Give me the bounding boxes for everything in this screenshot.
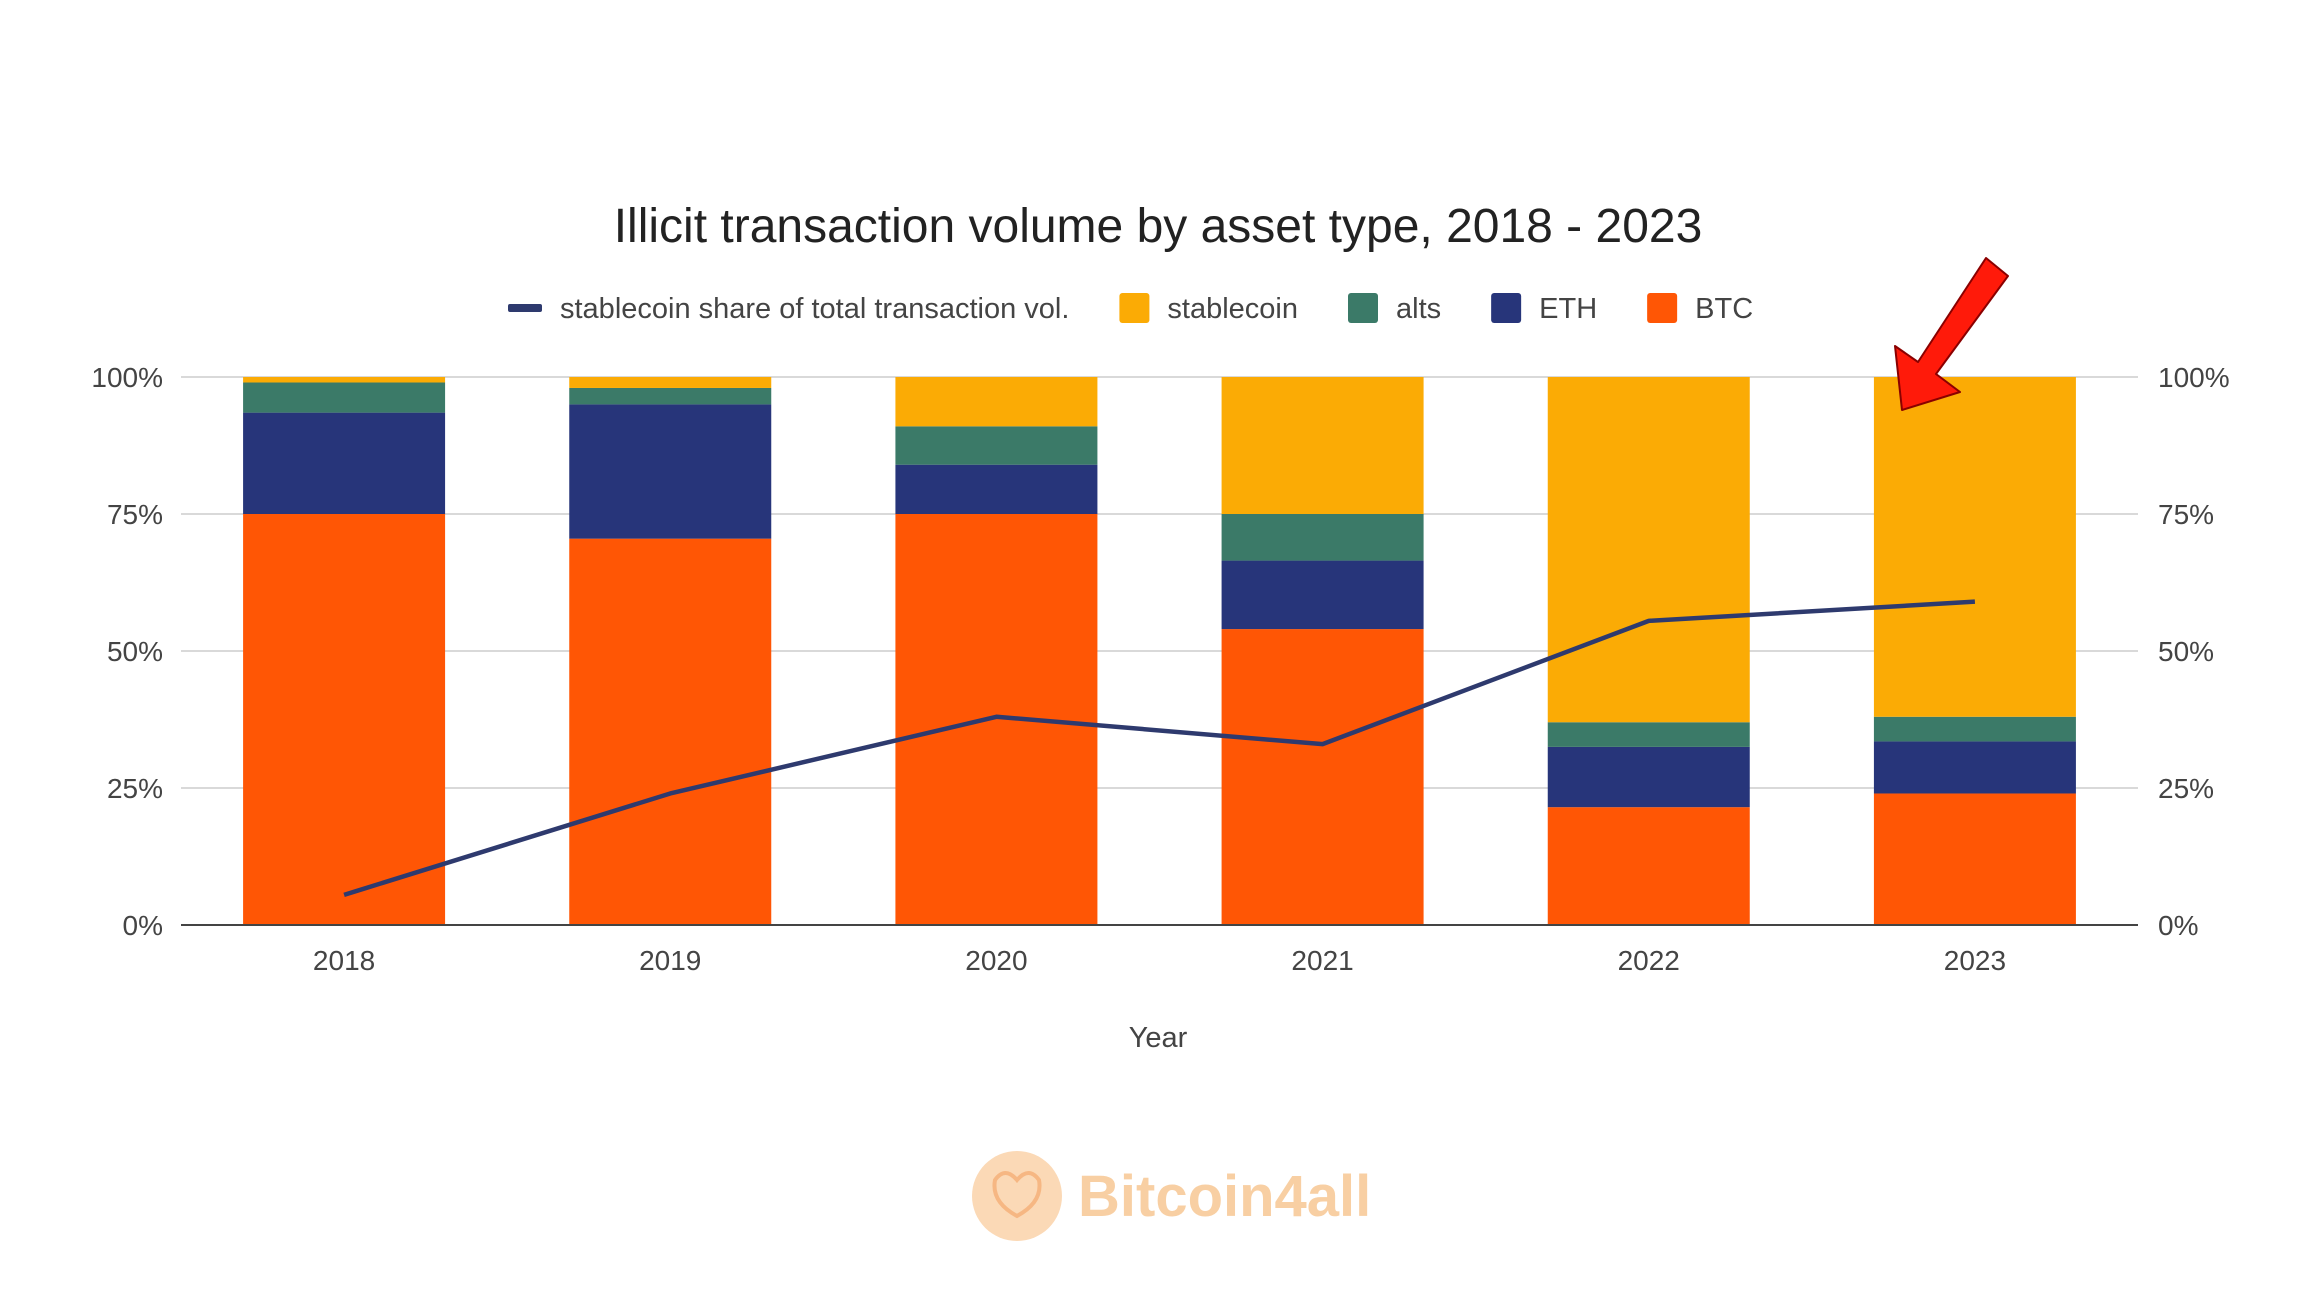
x-tick-label: 2018 xyxy=(313,945,375,976)
x-tick-label: 2023 xyxy=(1944,945,2006,976)
bar-btc-2019 xyxy=(569,538,772,925)
y-tick-label-left: 50% xyxy=(107,636,163,667)
x-tick-label: 2020 xyxy=(965,945,1027,976)
y-tick-label-right: 25% xyxy=(2158,773,2214,804)
bar-btc-2020 xyxy=(895,514,1098,925)
arrow-icon xyxy=(1894,257,2009,411)
stablecoin-share-line xyxy=(343,599,1976,898)
legend-swatch-stablecoin xyxy=(1119,293,1150,323)
x-tick-label: 2022 xyxy=(1618,945,1680,976)
legend-label: stablecoin xyxy=(1167,293,1298,325)
legend-label: alts xyxy=(1396,293,1441,325)
bar-alts-2018 xyxy=(243,382,446,413)
y-tick-label-right: 100% xyxy=(2158,362,2230,393)
bar-alts-2023 xyxy=(1873,716,2076,742)
legend-label: BTC xyxy=(1695,293,1753,325)
bar-alts-2022 xyxy=(1547,722,1750,747)
legend-label: ETH xyxy=(1539,293,1597,325)
y-tick-label-right: 75% xyxy=(2158,499,2214,530)
watermark-hands-icon xyxy=(992,1171,1042,1219)
watermark: Bitcoin4all xyxy=(972,1151,1371,1241)
bar-eth-2020 xyxy=(895,464,1098,514)
bar-alts-2020 xyxy=(895,426,1098,465)
bar-btc-2021 xyxy=(1221,629,1424,925)
bar-eth-2022 xyxy=(1547,746,1750,808)
y-axis-right: 0% 25% 50% 75% 100% xyxy=(2158,362,2230,941)
y-tick-label-left: 25% xyxy=(107,773,163,804)
bar-btc-2023 xyxy=(1873,793,2076,925)
line-stablecoin-share xyxy=(343,599,1976,898)
bar-eth-2019 xyxy=(569,404,772,539)
bar-stablecoin-2019 xyxy=(569,377,772,388)
legend-label: stablecoin share of total transaction vo… xyxy=(560,293,1069,325)
bar-alts-2021 xyxy=(1221,514,1424,561)
red-arrow-annotation-icon xyxy=(1894,257,2009,411)
bar-stablecoin-2023 xyxy=(1873,377,2076,717)
y-tick-label-right: 0% xyxy=(2158,910,2198,941)
bar-btc-2022 xyxy=(1547,807,1750,925)
bar-eth-2018 xyxy=(243,412,446,514)
x-tick-label: 2021 xyxy=(1291,945,1353,976)
legend-swatch-btc xyxy=(1647,293,1678,323)
gridlines xyxy=(181,376,2138,789)
legend-line-swatch xyxy=(508,304,542,312)
legend-swatch-alts xyxy=(1348,293,1378,323)
bar-stablecoin-2021 xyxy=(1221,377,1424,514)
bar-stablecoin-2022 xyxy=(1547,377,1750,723)
bar-eth-2023 xyxy=(1873,741,2076,794)
bars xyxy=(243,377,2076,925)
y-tick-label-right: 50% xyxy=(2158,636,2214,667)
bar-btc-2018 xyxy=(243,514,446,925)
chart-title: Illicit transaction volume by asset type… xyxy=(614,200,1703,253)
bar-stablecoin-2020 xyxy=(895,377,1098,427)
watermark-logo-icon xyxy=(972,1151,1062,1241)
bar-stablecoin-2018 xyxy=(243,377,446,383)
legend-swatch-eth xyxy=(1491,293,1522,323)
y-tick-label-left: 100% xyxy=(91,362,163,393)
x-tick-label: 2019 xyxy=(639,945,701,976)
legend: stablecoin share of total transaction vo… xyxy=(508,293,1753,325)
watermark-text: Bitcoin4all xyxy=(1078,1164,1371,1229)
y-tick-label-left: 0% xyxy=(123,910,163,941)
y-tick-label-left: 75% xyxy=(107,499,163,530)
x-axis-title: Year xyxy=(1129,1022,1188,1054)
bar-eth-2021 xyxy=(1221,560,1424,630)
x-tick-labels: 2018 2019 2020 2021 2022 2023 xyxy=(313,945,2006,976)
bar-alts-2019 xyxy=(569,387,772,405)
y-axis-left: 0% 25% 50% 75% 100% xyxy=(91,362,163,941)
